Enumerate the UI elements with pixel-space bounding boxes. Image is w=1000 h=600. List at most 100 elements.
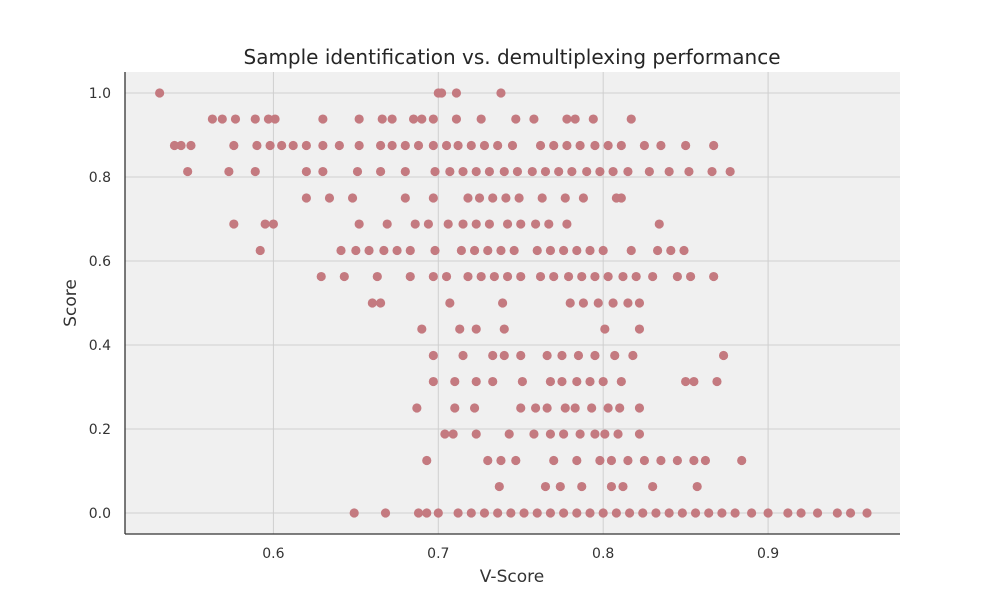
data-point (301, 140, 311, 151)
data-point (443, 219, 453, 229)
data-point (498, 298, 508, 308)
data-point (577, 271, 587, 282)
data-point (445, 298, 455, 308)
data-point (458, 219, 468, 229)
data-point (476, 271, 486, 282)
data-point (623, 298, 633, 308)
data-point (540, 481, 551, 492)
data-point (656, 455, 666, 466)
y-axis-label: Score (61, 279, 81, 327)
data-point (573, 350, 584, 361)
data-point (530, 219, 541, 229)
data-point (354, 114, 364, 124)
data-point (230, 114, 241, 124)
data-point (496, 245, 506, 256)
data-point (250, 114, 260, 124)
data-point (689, 455, 699, 466)
data-point (590, 429, 600, 439)
data-point (471, 376, 481, 387)
data-point (516, 350, 526, 361)
data-point (504, 429, 514, 439)
data-point (666, 245, 676, 256)
data-point (590, 140, 600, 151)
data-point (545, 376, 556, 387)
data-point (704, 508, 714, 518)
data-point (639, 455, 650, 466)
data-point (250, 166, 260, 177)
data-point (474, 193, 485, 203)
data-point (560, 193, 570, 203)
data-point (690, 508, 701, 518)
y-tick-label: 0.0 (89, 506, 111, 522)
data-point (555, 481, 565, 492)
data-point (484, 219, 495, 229)
y-tick-label: 0.2 (89, 422, 111, 438)
data-point (428, 114, 438, 124)
data-point (595, 166, 605, 177)
data-point (572, 508, 582, 518)
data-point (372, 271, 382, 282)
x-tick-label: 0.7 (427, 546, 449, 562)
data-point (616, 140, 626, 151)
data-point (318, 140, 328, 151)
data-point (469, 245, 480, 256)
data-point (400, 166, 410, 177)
data-point (260, 219, 270, 229)
data-point (484, 166, 495, 177)
data-point (412, 403, 422, 413)
data-point (483, 245, 493, 256)
data-point (450, 403, 460, 413)
data-point (672, 271, 682, 282)
data-point (570, 114, 580, 124)
data-point (623, 455, 633, 466)
data-point (176, 140, 186, 151)
data-point (422, 455, 432, 466)
data-point (458, 166, 468, 177)
data-point (606, 481, 617, 492)
data-point (270, 114, 280, 124)
data-point (560, 403, 570, 413)
data-point (562, 114, 572, 124)
data-point (405, 271, 415, 282)
data-point (519, 508, 529, 518)
data-point (375, 166, 386, 177)
data-point (644, 166, 654, 177)
data-point (626, 114, 636, 124)
data-point (603, 403, 613, 413)
data-point (603, 271, 613, 282)
data-point (585, 376, 595, 387)
data-point (471, 324, 481, 334)
data-point (364, 245, 374, 256)
data-point (479, 140, 490, 151)
data-point (445, 166, 455, 177)
data-point (301, 193, 311, 203)
data-point (549, 140, 559, 151)
data-point (516, 219, 526, 229)
y-tick-label: 0.6 (89, 254, 111, 270)
data-point (567, 166, 577, 177)
data-point (479, 508, 490, 518)
data-point (471, 166, 481, 177)
data-point (430, 245, 440, 256)
data-point (634, 429, 645, 439)
data-point (542, 350, 552, 361)
data-point (501, 193, 511, 203)
data-point (585, 245, 595, 256)
data-point (559, 508, 569, 518)
data-point (653, 245, 663, 256)
data-point (499, 350, 509, 361)
data-point (600, 429, 610, 439)
data-point (613, 429, 623, 439)
data-point (681, 376, 691, 387)
data-point (618, 271, 628, 282)
data-point (263, 114, 274, 124)
data-point (496, 88, 506, 98)
data-point (229, 219, 239, 229)
data-point (469, 403, 480, 413)
data-point (448, 429, 458, 439)
data-point (549, 271, 559, 282)
data-point (471, 219, 481, 229)
data-point (428, 376, 438, 387)
data-point (845, 508, 856, 518)
